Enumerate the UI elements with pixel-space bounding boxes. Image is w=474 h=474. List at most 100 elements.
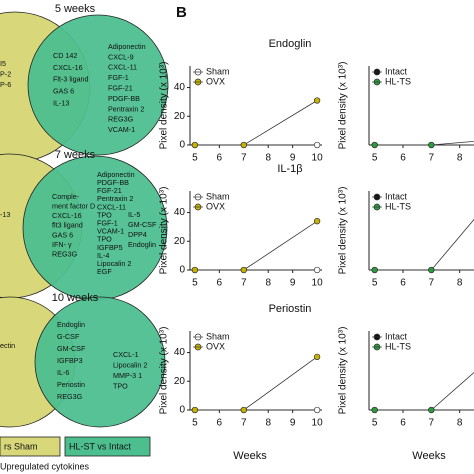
chart: Pixel density (x 10³) 5 6 7 8 Weeks IntactHL-T… [338,327,474,462]
data-point [313,97,321,104]
venn-circle-right [34,296,166,428]
venn-item: FGF-21 [108,84,133,93]
y-tick-label: 0 [179,265,185,276]
venn-item: Comple- [52,192,80,201]
data-point [313,141,321,149]
legend-label: rs Sham [4,441,38,451]
x-tick-label: 5 [372,153,378,164]
venn-item: CXCL-9 [108,52,134,61]
legend-label: HL-TS [385,201,411,211]
legend-label: Intact [385,191,408,201]
venn-item: IL-5 [128,210,140,219]
data-point [371,266,378,274]
venn-panel: 5 weeks I5P-2 P-6 CD 142 CXCL-16 Flt-3 ligand… [0,3,169,428]
x-tick-label: 7 [241,418,247,429]
venn-item: VCAM-1 [108,125,135,134]
x-axis-label: Weeks [233,450,267,462]
data-point [191,406,199,414]
x-tick-label: 8 [265,278,271,289]
venn-item: IFN- γ [52,240,72,249]
venn-item: I5 [0,59,6,68]
y-tick-label: 0 [179,405,185,416]
data-point [428,406,435,414]
x-tick-label: 6 [217,278,223,289]
y-axis-label: Pixel density (x 10³) [159,327,170,415]
data-point [313,353,321,361]
legend-swatch [0,436,61,457]
x-axis-label: Weeks [412,450,446,462]
venn-item: VCAM-1 [97,227,124,236]
y-tick-label: 40 [174,82,186,93]
legend-label: HL-TS [385,341,411,351]
venn-item: Flt-3 ligand [53,75,89,84]
venn-item: CD 142 [53,51,77,60]
x-tick-label: 7 [241,278,247,289]
y-tick-label: 40 [174,207,186,218]
series-line [374,218,474,271]
venn-circle-right [27,14,169,156]
venn-title: 10 weeks [52,292,99,304]
venn-item: GAS 6 [52,230,73,239]
venn-item: Endoglin [128,240,156,249]
venn-item: Lipocalin 2 [113,360,147,369]
venn-title: 5 weeks [55,3,96,15]
venn-item: REG3G [52,250,78,259]
legend-label: HL-ST vs Intact [69,441,131,451]
data-point [371,406,378,414]
data-point [428,141,435,149]
venn-item: CXCL-11 [97,202,126,211]
series-line [194,100,318,146]
chart: Endoglin Pixel density (x 10³) 0 20 40 5 6 7 8 9 1… [159,38,323,164]
x-tick-label: 10 [312,153,324,164]
x-tick-label: 9 [290,418,296,429]
venn-item: IGFBP3 [57,356,83,365]
venn-item: FGF-1 [108,73,129,82]
venn-item: Pentraxin 2 [97,194,133,203]
x-tick-label: 5 [192,153,198,164]
x-tick-label: 7 [429,278,435,289]
venn-title: 7 weeks [55,149,96,161]
venn-item: Endoglin [57,320,85,329]
venn-item: TPO [97,210,112,219]
venn-item: G-CSF [57,332,80,341]
venn-item: P-2 [0,69,11,78]
x-tick-label: 5 [372,418,378,429]
venn-item: ment factor D [52,202,95,211]
y-axis-label: Pixel density (x 10³) [159,62,170,150]
chart: Periostin Pixel density (x 10³) 0 20 40 5 6 7 8 9… [159,303,323,462]
venn-item: Periostin [57,380,85,389]
x-tick-label: 6 [217,153,223,164]
venn-item: FGF-21 [97,186,122,195]
x-tick-label: 5 [372,278,378,289]
venn-item: REG3G [57,392,83,401]
venn-item: EGF [97,267,112,276]
venn-item: TPO [113,381,128,390]
series-line [194,356,318,411]
y-tick-label: 40 [174,347,186,358]
caption: Upregulated cytokines [0,461,90,471]
legend-label: OVX [206,341,225,351]
x-tick-label: 7 [241,153,247,164]
x-tick-label: 6 [217,418,223,429]
data-point [313,218,321,225]
y-axis-label: Pixel density (x 10³) [338,62,349,150]
chart-title: Periostin [269,303,312,315]
x-tick-label: 8 [265,153,271,164]
venn-item: PDGF-BB [97,178,129,187]
chart: IL-1β Pixel density (x 10³) 0 20 40 5 6 7 8 9 10 Sh… [159,163,323,289]
data-point [240,406,247,414]
data-point [191,141,199,149]
x-tick-label: 6 [400,278,406,289]
data-point [428,266,435,274]
y-axis-label: Pixel density (x 10³) [159,187,170,275]
venn-item: IL-13 [53,99,69,108]
panel-label: B [176,4,187,21]
venn-item: IGFBP5 [97,243,123,252]
x-tick-label: 7 [429,153,435,164]
data-point [313,266,321,274]
venn-item: MMP-3 1 [113,371,142,380]
legend-label: Intact [385,331,408,341]
series-line [194,220,318,271]
x-tick-label: 10 [312,418,324,429]
